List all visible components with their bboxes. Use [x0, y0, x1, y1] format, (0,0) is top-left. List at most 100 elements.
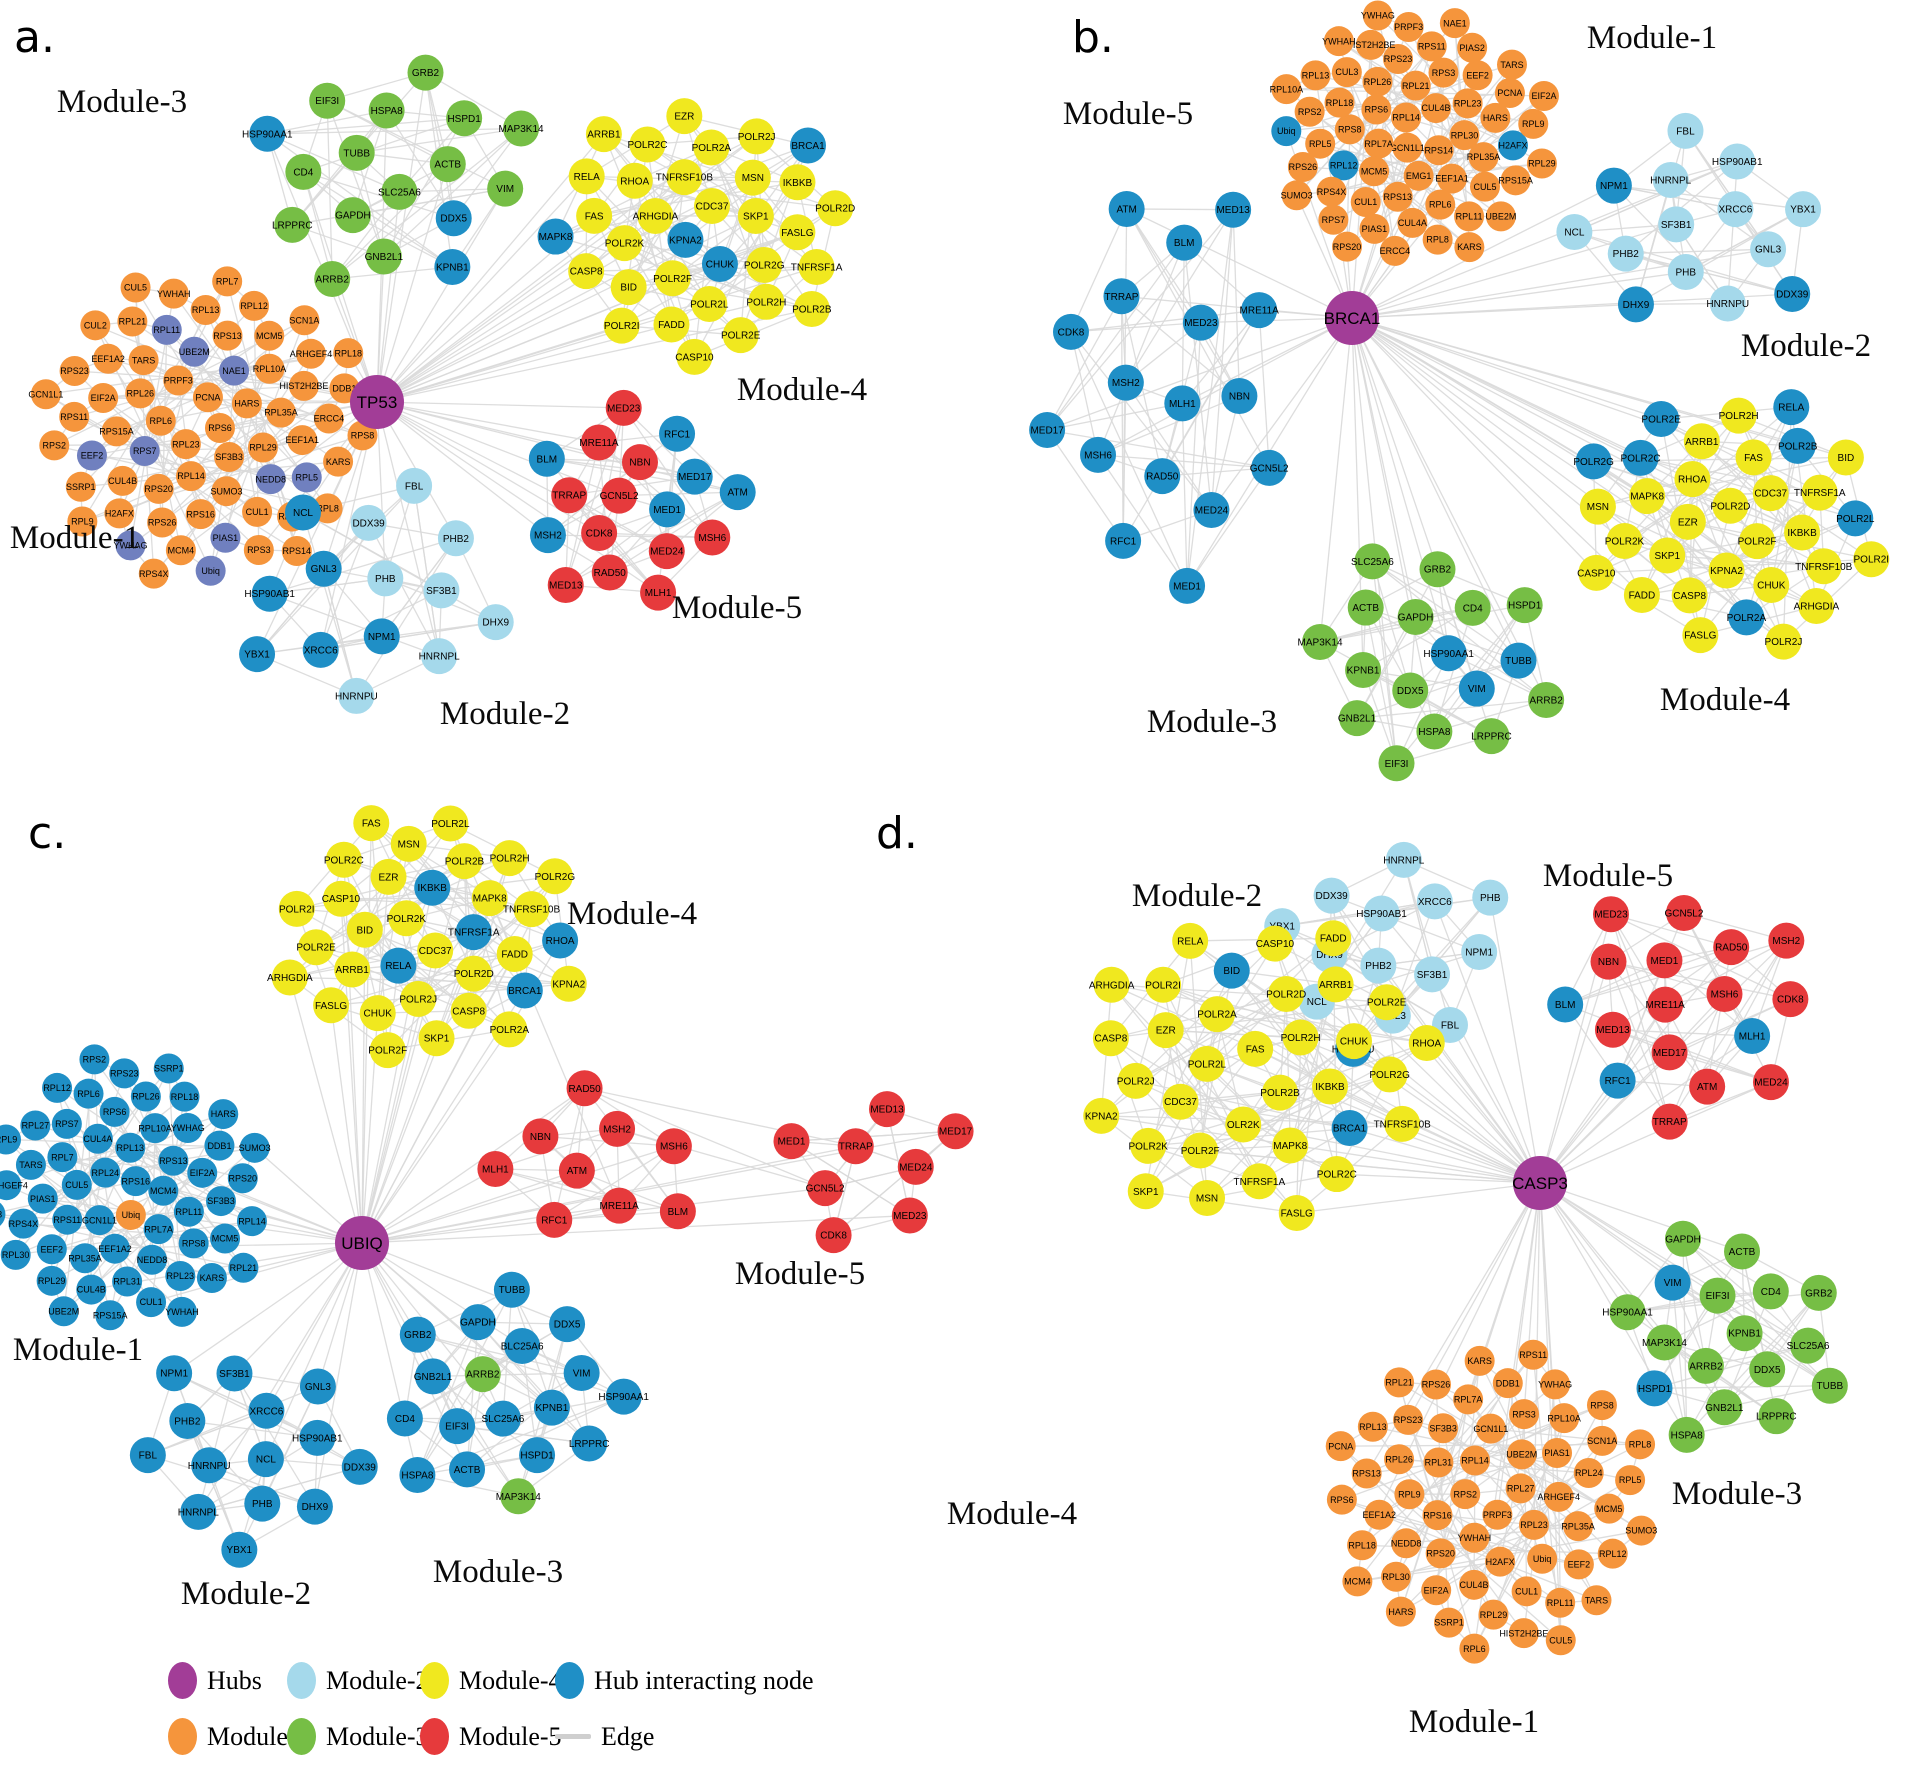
node-circle[interactable]	[746, 246, 783, 283]
node-circle[interactable]	[1336, 1023, 1373, 1060]
a-node-atm[interactable]: ATM	[719, 474, 756, 511]
node-circle[interactable]	[147, 507, 178, 538]
d-node-hsp90aa1[interactable]: HSP90AA1	[1602, 1294, 1653, 1331]
node-circle[interactable]	[568, 253, 605, 290]
c-node-rad50[interactable]: RAD50	[566, 1070, 603, 1107]
node-circle[interactable]	[1328, 150, 1359, 181]
node-circle[interactable]	[1617, 286, 1654, 323]
b-node-rpl6[interactable]: RPL6	[1425, 189, 1456, 220]
node-circle[interactable]	[210, 522, 241, 553]
c-node-polr2h[interactable]: POLR2H	[490, 840, 530, 877]
c-node-ddx39[interactable]: DDX39	[341, 1448, 378, 1485]
node-circle[interactable]	[491, 1011, 528, 1048]
b-node-polr2g[interactable]: POLR2G	[1573, 443, 1614, 480]
node-circle[interactable]	[368, 92, 405, 129]
a-node-pcna[interactable]: PCNA	[192, 382, 223, 413]
a-node-msn[interactable]: MSN	[734, 159, 771, 196]
b-node-fadd[interactable]: FADD	[1623, 577, 1660, 614]
c-node-eif2a[interactable]: EIF2A	[187, 1157, 218, 1188]
a-node-msh6[interactable]: MSH6	[694, 519, 731, 556]
b-node-hist2h2be[interactable]: HIST2H2BE	[1346, 29, 1395, 60]
a-node-casp8[interactable]: CASP8	[568, 253, 605, 290]
node-circle[interactable]	[738, 118, 775, 155]
node-circle[interactable]	[334, 951, 371, 988]
a-node-mcm5[interactable]: MCM5	[254, 320, 285, 351]
node-circle[interactable]	[1213, 952, 1250, 989]
b-node-ddx39[interactable]: DDX39	[1774, 276, 1811, 313]
b-node-xrcc6[interactable]: XRCC6	[1717, 191, 1754, 228]
node-circle[interactable]	[299, 1368, 336, 1405]
node-circle[interactable]	[1361, 94, 1392, 125]
node-circle[interactable]	[169, 1402, 206, 1439]
b-node-msh2[interactable]: MSH2	[1107, 364, 1144, 401]
a-node-med1[interactable]: MED1	[649, 491, 686, 528]
b-node-eif2a[interactable]: EIF2A	[1528, 81, 1559, 112]
node-circle[interactable]	[1622, 439, 1659, 476]
a-node-ube2m[interactable]: UBE2M	[179, 336, 210, 367]
b-node-rpl11[interactable]: RPL11	[1454, 201, 1485, 232]
c-node-eef1a2[interactable]: EEF1A2	[98, 1233, 132, 1264]
node-circle[interactable]	[39, 430, 70, 461]
node-circle[interactable]	[1324, 87, 1355, 118]
node-circle[interactable]	[156, 1355, 193, 1392]
node-circle[interactable]	[423, 572, 460, 609]
node-circle[interactable]	[1472, 879, 1509, 916]
c-node-polr2c[interactable]: POLR2C	[324, 841, 364, 878]
d-node-casp8[interactable]: CASP8	[1092, 1020, 1129, 1057]
a-node-rpl23[interactable]: RPL23	[170, 429, 201, 460]
node-circle[interactable]	[115, 1199, 146, 1230]
node-circle[interactable]	[1294, 96, 1325, 127]
node-circle[interactable]	[1400, 70, 1431, 101]
node-circle[interactable]	[1505, 1473, 1536, 1504]
a-node-rpl21[interactable]: RPL21	[117, 306, 148, 337]
a-node-med24[interactable]: MED24	[648, 533, 685, 570]
hub-circle[interactable]	[335, 1216, 389, 1270]
node-circle[interactable]	[1379, 235, 1410, 266]
b-node-skp1[interactable]: SKP1	[1649, 537, 1686, 574]
node-circle[interactable]	[580, 424, 617, 461]
node-circle[interactable]	[334, 197, 371, 234]
d-node-hspd1[interactable]: HSPD1	[1636, 1370, 1673, 1407]
node-circle[interactable]	[659, 415, 696, 452]
a-node-sf3b1[interactable]: SF3B1	[423, 572, 460, 609]
node-circle[interactable]	[61, 1169, 92, 1200]
node-circle[interactable]	[1318, 1156, 1355, 1193]
node-circle[interactable]	[165, 535, 196, 566]
node-circle[interactable]	[1667, 112, 1704, 149]
b-node-polr2e[interactable]: POLR2E	[1641, 401, 1681, 438]
b-node-mre11a[interactable]: MRE11A	[1240, 292, 1280, 329]
node-circle[interactable]	[1241, 292, 1278, 329]
c-node-rps16[interactable]: RPS16	[120, 1166, 151, 1197]
b-node-dhx9[interactable]: DHX9	[1617, 286, 1654, 323]
node-circle[interactable]	[1609, 1294, 1646, 1331]
node-circle[interactable]	[629, 126, 666, 163]
node-circle[interactable]	[1527, 1543, 1558, 1574]
a-node-ddx39[interactable]: DDX39	[350, 504, 387, 541]
node-circle[interactable]	[551, 477, 588, 514]
node-circle[interactable]	[69, 1243, 100, 1274]
b-node-phb2[interactable]: PHB2	[1607, 235, 1644, 272]
node-circle[interactable]	[1347, 589, 1384, 626]
node-circle[interactable]	[65, 471, 96, 502]
node-circle[interactable]	[1706, 976, 1743, 1013]
c-node-kpnb1[interactable]: KPNB1	[533, 1389, 570, 1426]
node-circle[interactable]	[190, 295, 221, 326]
b-node-rhoa[interactable]: RHOA	[1674, 461, 1711, 498]
node-circle[interactable]	[400, 980, 437, 1017]
node-circle[interactable]	[1664, 1220, 1701, 1257]
d-node-arrb2[interactable]: ARRB2	[1687, 1347, 1724, 1384]
c-node-med17[interactable]: MED17	[937, 1113, 974, 1150]
a-node-eef2[interactable]: EEF2	[76, 440, 107, 471]
node-circle[interactable]	[1368, 984, 1405, 1021]
c-node-gnb2l1[interactable]: GNB2L1	[414, 1358, 453, 1395]
a-node-bid[interactable]: BID	[610, 269, 647, 306]
node-circle[interactable]	[1687, 1347, 1724, 1384]
node-circle[interactable]	[1652, 161, 1689, 198]
b-node-cul4b[interactable]: CUL4B	[1420, 93, 1451, 124]
c-node-polr2f[interactable]: POLR2F	[368, 1032, 407, 1069]
node-circle[interactable]	[243, 535, 274, 566]
d-node-rps26[interactable]: RPS26	[1420, 1369, 1451, 1400]
c-node-rpl7a[interactable]: RPL7A	[143, 1214, 174, 1245]
d-node-rfc1[interactable]: RFC1	[1599, 1062, 1636, 1099]
node-circle[interactable]	[1318, 204, 1349, 235]
